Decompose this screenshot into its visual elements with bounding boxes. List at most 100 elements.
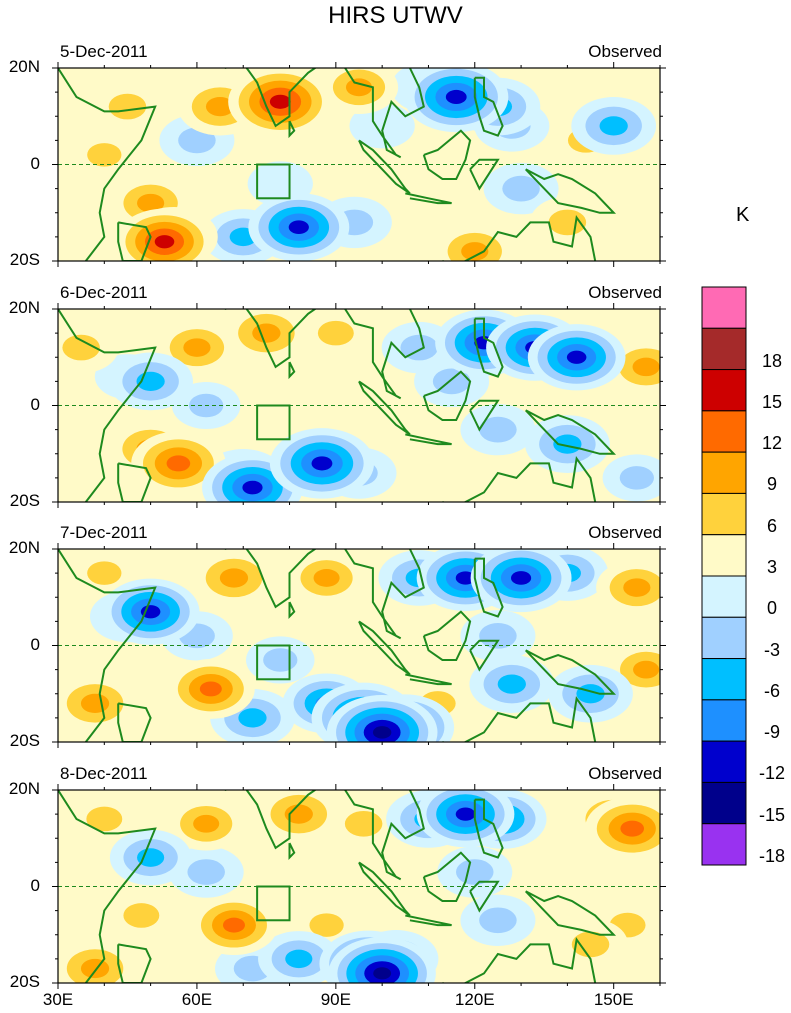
- colorbar-tick-label: 0: [766, 598, 777, 619]
- coastline: [469, 639, 500, 672]
- y-tick-label: 0: [30, 634, 40, 654]
- anomaly-contour: [445, 89, 467, 104]
- anomaly-contour: [632, 357, 660, 377]
- anomaly-contour: [623, 578, 651, 597]
- coastline: [524, 168, 617, 214]
- colorbar-cell: [701, 286, 747, 329]
- anomaly-contour: [479, 907, 517, 934]
- coastline: [442, 937, 597, 983]
- coastline: [469, 880, 500, 913]
- coastline: [422, 851, 472, 902]
- colorbar-tick-label: -15: [758, 804, 785, 825]
- coastline: [473, 76, 504, 137]
- colorbar-tick-label: -18: [758, 846, 785, 866]
- anomaly-contour: [455, 807, 476, 821]
- anomaly-contour: [137, 193, 165, 213]
- anomaly-contour: [288, 220, 309, 235]
- colorbar-cell: [701, 451, 747, 494]
- coastline: [58, 790, 157, 983]
- coastline: [422, 129, 472, 180]
- y-tick-label: 0: [30, 394, 40, 414]
- anomaly-contour: [372, 726, 392, 739]
- colorbar-cell: [701, 534, 747, 577]
- panel-date-label: 6-Dec-2011: [60, 283, 148, 302]
- anomaly-contour: [633, 660, 660, 679]
- y-tick-label: 0: [30, 153, 40, 173]
- colorbar-tick-label: 18: [761, 350, 783, 371]
- colorbar-cell: [701, 327, 747, 371]
- coastline: [344, 549, 425, 640]
- colorbar-tick-label: -6: [763, 680, 780, 701]
- anomaly-contour: [222, 917, 245, 933]
- coastline: [58, 68, 157, 261]
- map-panel-2: [52, 303, 666, 508]
- anomaly-contour: [502, 175, 540, 202]
- y-tick-label: 20S: [9, 250, 40, 269]
- anomaly-contour: [285, 949, 313, 969]
- anomaly-contour: [548, 209, 587, 236]
- coastline: [469, 399, 500, 432]
- coastline: [117, 221, 152, 261]
- coastline: [422, 610, 472, 661]
- colorbar-cell: [701, 575, 747, 618]
- colorbar-unit-label: K: [736, 204, 750, 226]
- anomaly-contour: [313, 569, 340, 587]
- y-tick-label: 20N: [8, 779, 40, 798]
- coastline: [288, 361, 296, 380]
- anomaly-contour: [166, 455, 191, 472]
- colorbar-tick-label: 6: [766, 515, 777, 536]
- x-tick-label: 120E: [454, 990, 495, 1009]
- panel-status-label: Observed: [588, 42, 662, 61]
- coastline: [224, 790, 317, 850]
- anomaly-contour: [317, 320, 354, 346]
- coastline: [473, 557, 504, 618]
- anomaly-contour: [80, 958, 110, 979]
- panel-date-label: 7-Dec-2011: [60, 523, 148, 542]
- colorbar-tick-label: -3: [763, 639, 780, 660]
- anomaly-contour: [263, 648, 298, 672]
- coastline: [405, 914, 452, 927]
- anomaly-contour: [86, 806, 123, 832]
- anomaly-contour: [309, 913, 344, 937]
- colorbar-cell: [701, 781, 747, 825]
- anomaly-contour: [311, 456, 333, 471]
- anomaly-contour: [252, 323, 281, 343]
- coastline: [117, 702, 152, 742]
- anomaly-contour: [344, 810, 383, 837]
- anomaly-contour: [461, 242, 489, 261]
- anomaly-contour: [108, 93, 147, 120]
- coastline: [288, 842, 296, 860]
- anomaly-contour: [183, 338, 211, 357]
- anomaly-contour: [479, 416, 517, 443]
- coastline: [58, 309, 157, 502]
- x-tick-label: 60E: [181, 990, 213, 1009]
- anomaly-contour: [345, 78, 373, 97]
- anomaly-contour: [205, 96, 235, 117]
- coastline: [58, 549, 157, 742]
- anomaly-contour: [187, 859, 225, 885]
- anomaly-contour: [373, 967, 392, 980]
- coastline: [344, 68, 425, 159]
- coastline: [442, 696, 597, 742]
- region-box: [256, 163, 291, 200]
- anomaly-contour: [510, 571, 532, 585]
- y-tick-label: 20N: [8, 298, 40, 317]
- anomaly-contour: [349, 103, 415, 149]
- coastline: [524, 890, 617, 936]
- coastline: [405, 673, 452, 686]
- anomaly-contour: [123, 903, 160, 928]
- x-tick-label: 90E: [320, 990, 351, 1009]
- anomaly-contour: [284, 804, 313, 824]
- anomaly-contour: [137, 848, 165, 867]
- anomaly-contour: [193, 814, 220, 833]
- region-box: [256, 404, 291, 441]
- colorbar-cell: [701, 369, 747, 412]
- colorbar-cell: [701, 740, 747, 783]
- y-tick-label: 20S: [9, 491, 40, 510]
- colorbar-tick-label: 12: [761, 433, 783, 454]
- anomaly-contour: [599, 116, 628, 136]
- coastline: [422, 370, 472, 421]
- region-box: [256, 885, 291, 922]
- anomaly-contour: [219, 568, 249, 588]
